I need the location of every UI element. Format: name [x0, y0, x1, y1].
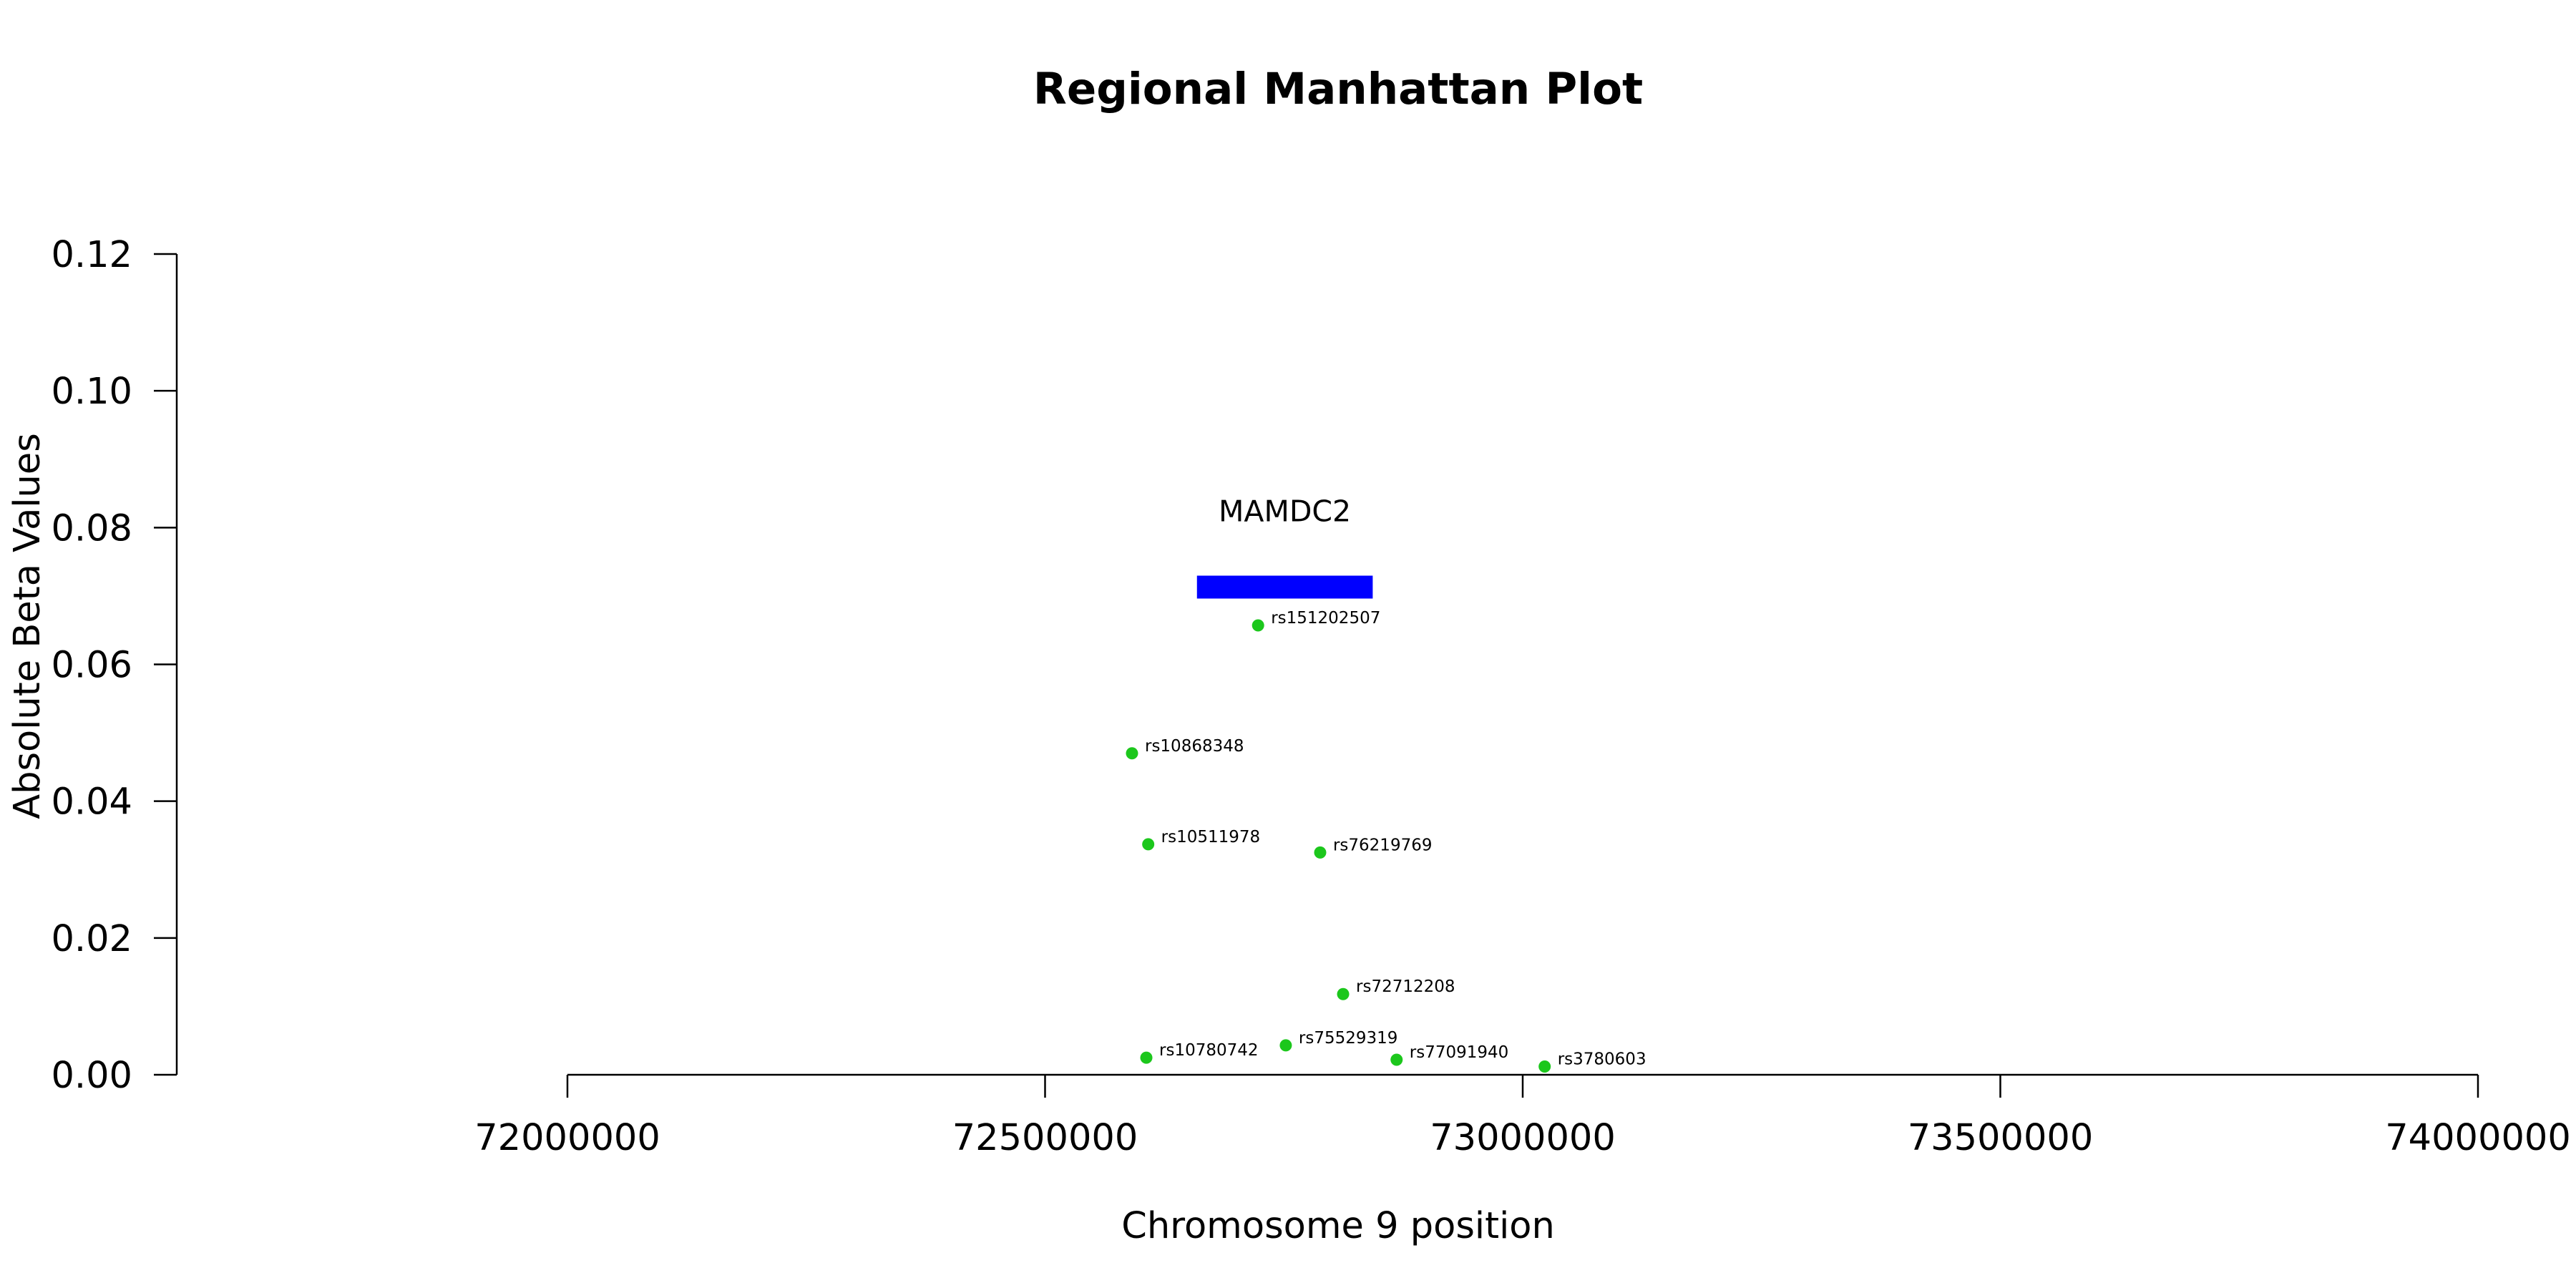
y-tick-label: 0.08: [51, 507, 132, 550]
y-tick-label: 0.10: [51, 371, 132, 413]
snp-point: [1140, 1051, 1153, 1064]
gene-track: MAMDC2: [1196, 494, 1373, 599]
snp-label: rs10780742: [1159, 1041, 1259, 1060]
snp-point: [1337, 987, 1350, 1000]
x-tick-label: 72000000: [474, 1117, 660, 1159]
snp-point: [1252, 619, 1264, 632]
snp-point: [1390, 1053, 1403, 1066]
y-axis-label: Absolute Beta Values: [6, 433, 49, 819]
y-tick-label: 0.00: [51, 1055, 132, 1097]
x-tick-label: 73500000: [1908, 1117, 2094, 1159]
snp-point: [1314, 846, 1327, 859]
x-tick-label: 73000000: [1430, 1117, 1616, 1159]
gene-label: MAMDC2: [1219, 494, 1351, 528]
x-tick-label: 72500000: [952, 1117, 1138, 1159]
snp-label: rs72712208: [1356, 977, 1455, 996]
snp-label: rs77091940: [1410, 1043, 1509, 1062]
x-axis: 72000000 72500000 73000000 73500000 74000000: [474, 1073, 2571, 1159]
snp-point: [1142, 838, 1155, 851]
snp-label: rs76219769: [1333, 836, 1433, 854]
snp-points: rs151202507 rs10868348 rs10511978 rs7621976…: [1126, 609, 1646, 1073]
y-tick-label: 0.02: [51, 918, 132, 960]
snp-point: [1538, 1060, 1551, 1073]
snp-label: rs151202507: [1271, 609, 1380, 628]
snp-label: rs3780603: [1558, 1050, 1646, 1069]
y-tick-label: 0.04: [51, 781, 132, 824]
snp-point: [1279, 1039, 1292, 1052]
y-tick-label: 0.06: [51, 645, 132, 687]
chart-title: Regional Manhattan Plot: [1033, 64, 1643, 114]
snp-label: rs75529319: [1299, 1029, 1398, 1048]
y-tick-label: 0.12: [51, 234, 132, 276]
gene-bar: [1196, 575, 1373, 599]
x-axis-label: Chromosome 9 position: [1121, 1205, 1555, 1247]
y-axis: 0.00 0.02 0.04 0.06 0.08 0.10 0.12: [51, 234, 178, 1097]
snp-point: [1126, 747, 1138, 760]
snp-label: rs10511978: [1161, 828, 1261, 847]
snp-label: rs10868348: [1145, 737, 1244, 756]
x-tick-label: 74000000: [2385, 1117, 2571, 1159]
